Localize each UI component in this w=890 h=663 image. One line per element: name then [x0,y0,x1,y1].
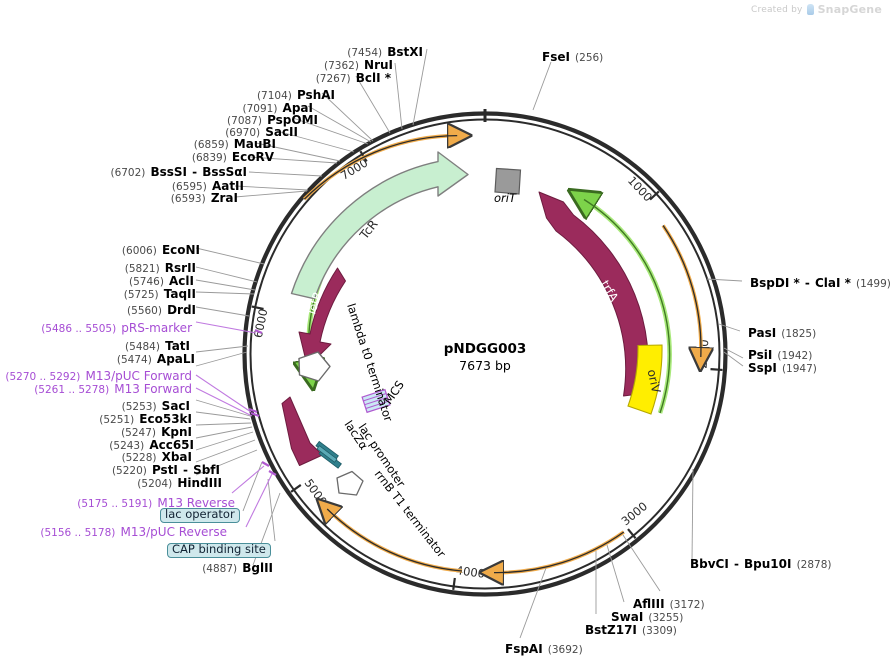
feature-lacZalpha [281,396,323,466]
site-label: (5220) PstI - SbfI [111,463,220,477]
site-label: (5228) XbaI [121,450,192,464]
watermark-prefix: Created by [751,4,803,15]
site-label: (5821) RsrII [124,261,196,275]
svg-text:rrnB T1 terminator: rrnB T1 terminator [372,467,449,560]
feature-lac-promoter [315,440,342,469]
primer-site-marks [248,328,277,476]
site-label: (5474) ApaLI [116,352,195,366]
site-label: BspDI * - ClaI * (1499) [750,276,890,290]
site-label: (5253) SacI [121,399,190,413]
primer-label: (5175 .. 5191) M13 Reverse [77,496,235,510]
site-label: (6970) SacII [225,125,298,139]
site-label: BstZ17I (3309) [585,623,677,637]
site-label: (7267) BclI * [315,71,391,85]
site-label: SspI (1947) [748,361,817,375]
feature-TetR: TetR [298,267,346,368]
site-label: (5247) KpnI [121,425,192,439]
svg-text:oriV: oriV [645,368,664,395]
primer-label: (5261 .. 5278) M13 Forward [34,382,192,396]
site-label: (7104) PshAI [256,88,335,102]
tick-mark [627,528,637,540]
site-label: BbvCI - Bpu10I (2878) [690,557,832,571]
tick-label: 2000 [695,339,711,369]
orit-label: oriT [494,191,516,205]
site-label: (6702) BssSI - BssSαI [110,165,247,179]
primer-label: (5486 .. 5505) pRS-marker [41,321,192,335]
feature-oriT [494,167,522,195]
annotation-lac-operator: lac operator [160,505,240,523]
site-label: (6593) ZraI [170,191,238,205]
annotation-cap-binding-site: CAP binding site [167,540,271,558]
site-label: (6006) EcoNI [121,243,200,257]
site-label: (5484) TatI [125,339,190,353]
leader-lines [195,48,744,639]
feature-lambda-t0-terminator [298,351,331,382]
feature-rrnB-T1-terminator [336,470,364,496]
tick-mark [452,577,456,591]
tick-mark [710,368,723,372]
site-label: (6859) MauBI [193,137,276,151]
site-label: PsiI (1942) [748,348,813,362]
tick-mark [290,484,302,493]
tick-mark [251,305,264,310]
primer-leader-lines [195,321,273,528]
site-label: (5204) HindIII [137,476,222,490]
site-label: (7362) NruI [324,58,393,72]
site-label: PasI (1825) [748,326,817,340]
site-label: FseI (256) [542,50,604,64]
snapgene-leaf-icon [806,4,814,15]
site-label: (7454) BstXI [347,45,423,59]
watermark-brand: SnapGene [817,3,882,16]
primer-label: (5270 .. 5292) M13/pUC Forward [5,369,192,383]
site-label: (4887) BglII [202,561,273,575]
site-label: AflIII (3172) [633,597,705,611]
feature-oriV: oriV [627,344,664,415]
site-label: (5251) Eco53kI [99,412,192,426]
site-label: (6839) EcoRV [191,150,274,164]
tick-label: 4000 [455,563,486,581]
site-label: (5560) DrdI [127,303,196,317]
tick-mark [649,190,660,201]
plasmid-name: pNDGG003 [443,341,527,357]
site-label: (7091) ApaI [242,101,313,115]
feature-TcR: TcR [290,151,469,300]
site-label: FspAI (3692) [505,642,583,656]
snapgene-watermark: Created by SnapGene [751,3,882,16]
plasmid-size: 7673 bp [459,358,511,373]
site-label: (7087) PspOMI [227,113,318,127]
primer-label: (5156 .. 5178) M13/pUC Reverse [40,525,227,539]
site-label: (5243) Acc65I [109,438,194,452]
site-label: (6595) AatII [171,179,244,193]
orange-arc-centerline [303,134,702,574]
site-label: (5746) AclI [129,274,194,288]
tick-label: 5000 [302,476,330,508]
svg-text:MCS: MCS [381,378,407,407]
feature-MCS [361,388,391,414]
site-label: (5725) TaqII [123,287,196,301]
site-label: SwaI (3255) [611,610,684,624]
